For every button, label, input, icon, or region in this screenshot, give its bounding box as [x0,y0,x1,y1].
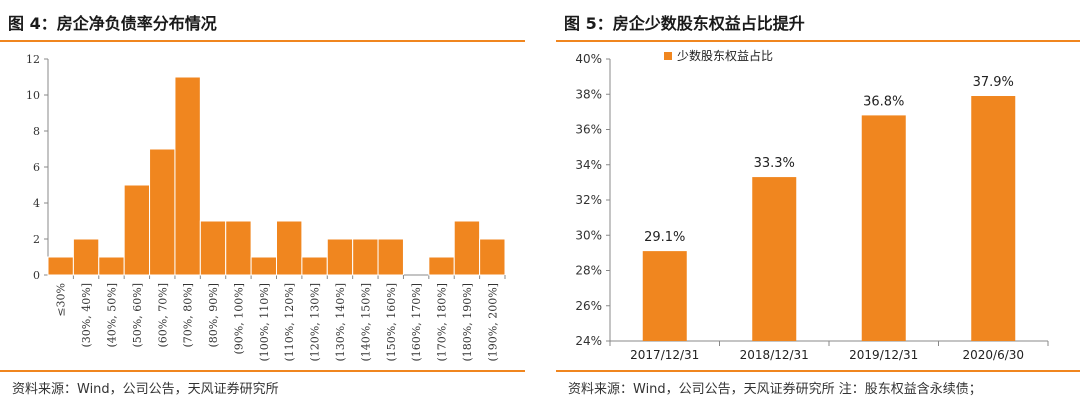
figure-5-panel: 图 5：房企少数股东权益占比提升 24% 26% 28% 30% 32% 34% 36% 38… [556,0,1080,403]
y-tick-label: 4 [33,197,40,210]
bar [301,256,328,276]
y-tick-label: 40% [575,52,602,66]
x-tick-label: (80%, 90%] [207,283,220,347]
figure-5-title: 图 5：房企少数股东权益占比提升 [564,14,805,33]
x-tick-label: (190%, 200%] [486,283,499,361]
data-label: 29.1% [644,230,685,245]
figure-4-source: 资料来源：Wind，公司公告，天风证券研究所 [12,382,279,397]
bar [174,76,201,276]
figure-4-panel: 图 4：房企净负债率分布情况 0 2 4 6 8 10 12 ≤30% (30%, 40%] (4… [0,0,525,403]
x-tick-label: (70%, 80%] [182,283,195,347]
y-tick-label: 36% [575,123,602,137]
bar [752,177,797,341]
bar [479,238,506,276]
x-tick-label: (150%, 160%] [385,283,398,361]
x-tick-label: 2019/12/31 [849,348,918,362]
bar [352,238,379,276]
x-tick-label: (120%, 130%] [309,283,322,361]
x-tick-label: (60%, 70%] [156,283,169,347]
bar [72,238,100,276]
data-label: 37.9% [973,75,1014,90]
bar [861,115,906,342]
y-tick-label: 8 [33,125,40,138]
x-tick-label: (110%, 120%] [283,283,296,361]
y-tick-label: 12 [26,53,40,66]
x-tick-label: (140%, 150%] [359,283,372,361]
title-rule [556,40,1080,42]
bar [428,256,455,276]
bar [377,238,404,276]
figure-4-title: 图 4：房企净负债率分布情况 [8,14,217,33]
data-label: 33.3% [754,156,795,171]
y-tick-label: 26% [575,299,602,313]
x-tick-label: (130%, 140%] [334,283,347,361]
x-tick-label: 2020/6/30 [962,348,1024,362]
y-tick-label: 2 [33,233,40,246]
source-rule [556,370,1080,372]
x-tick-label: ≤30% [55,283,68,317]
x-tick-label: 2017/12/31 [630,348,699,362]
bar [276,220,303,276]
y-tick-label: 38% [575,87,602,101]
y-tick-label: 6 [33,161,40,174]
debt-ratio-histogram: 0 2 4 6 8 10 12 ≤30% (30%, 40%] (40%, 50%] (50%, 6… [26,53,506,361]
legend-swatch [664,52,672,60]
y-tick-label: 28% [575,264,602,278]
bar [98,256,125,276]
y-tick-label: 10 [26,89,40,102]
bar [47,256,74,276]
bar [453,220,481,276]
y-tick-label: 32% [575,193,602,207]
minority-interest-bar-chart: 24% 26% 28% 30% 32% 34% 36% 38% 40% 29.1% 2017/12/… [575,48,1049,362]
bar [250,256,278,276]
bar [225,220,252,276]
source-rule [0,370,525,372]
figure-5-source: 资料来源：Wind，公司公告，天风证券研究所 注：股东权益含永续债； [568,382,982,397]
y-tick-label: 24% [575,334,602,348]
x-tick-label: (100%, 110%] [258,283,271,361]
x-tick-label: (50%, 60%] [131,283,144,347]
x-tick-label: (160%, 170%] [410,283,423,361]
bar [123,184,151,276]
bar [642,251,687,341]
x-tick-label: (180%, 190%] [461,283,474,361]
legend-label: 少数股东权益占比 [677,48,773,63]
y-tick-label: 0 [33,269,40,282]
bar [971,96,1016,341]
x-tick-label: (40%, 50%] [105,283,118,347]
x-tick-label: (170%, 180%] [436,283,449,361]
bar [149,148,176,276]
title-rule [0,40,525,42]
bar [326,238,354,276]
bar [199,220,227,276]
data-label: 36.8% [863,94,904,109]
x-tick-label: (90%, 100%] [232,283,245,354]
x-tick-label: (30%, 40%] [80,283,93,347]
y-tick-label: 30% [575,228,602,242]
y-tick-label: 34% [575,158,602,172]
x-tick-label: 2018/12/31 [740,348,809,362]
